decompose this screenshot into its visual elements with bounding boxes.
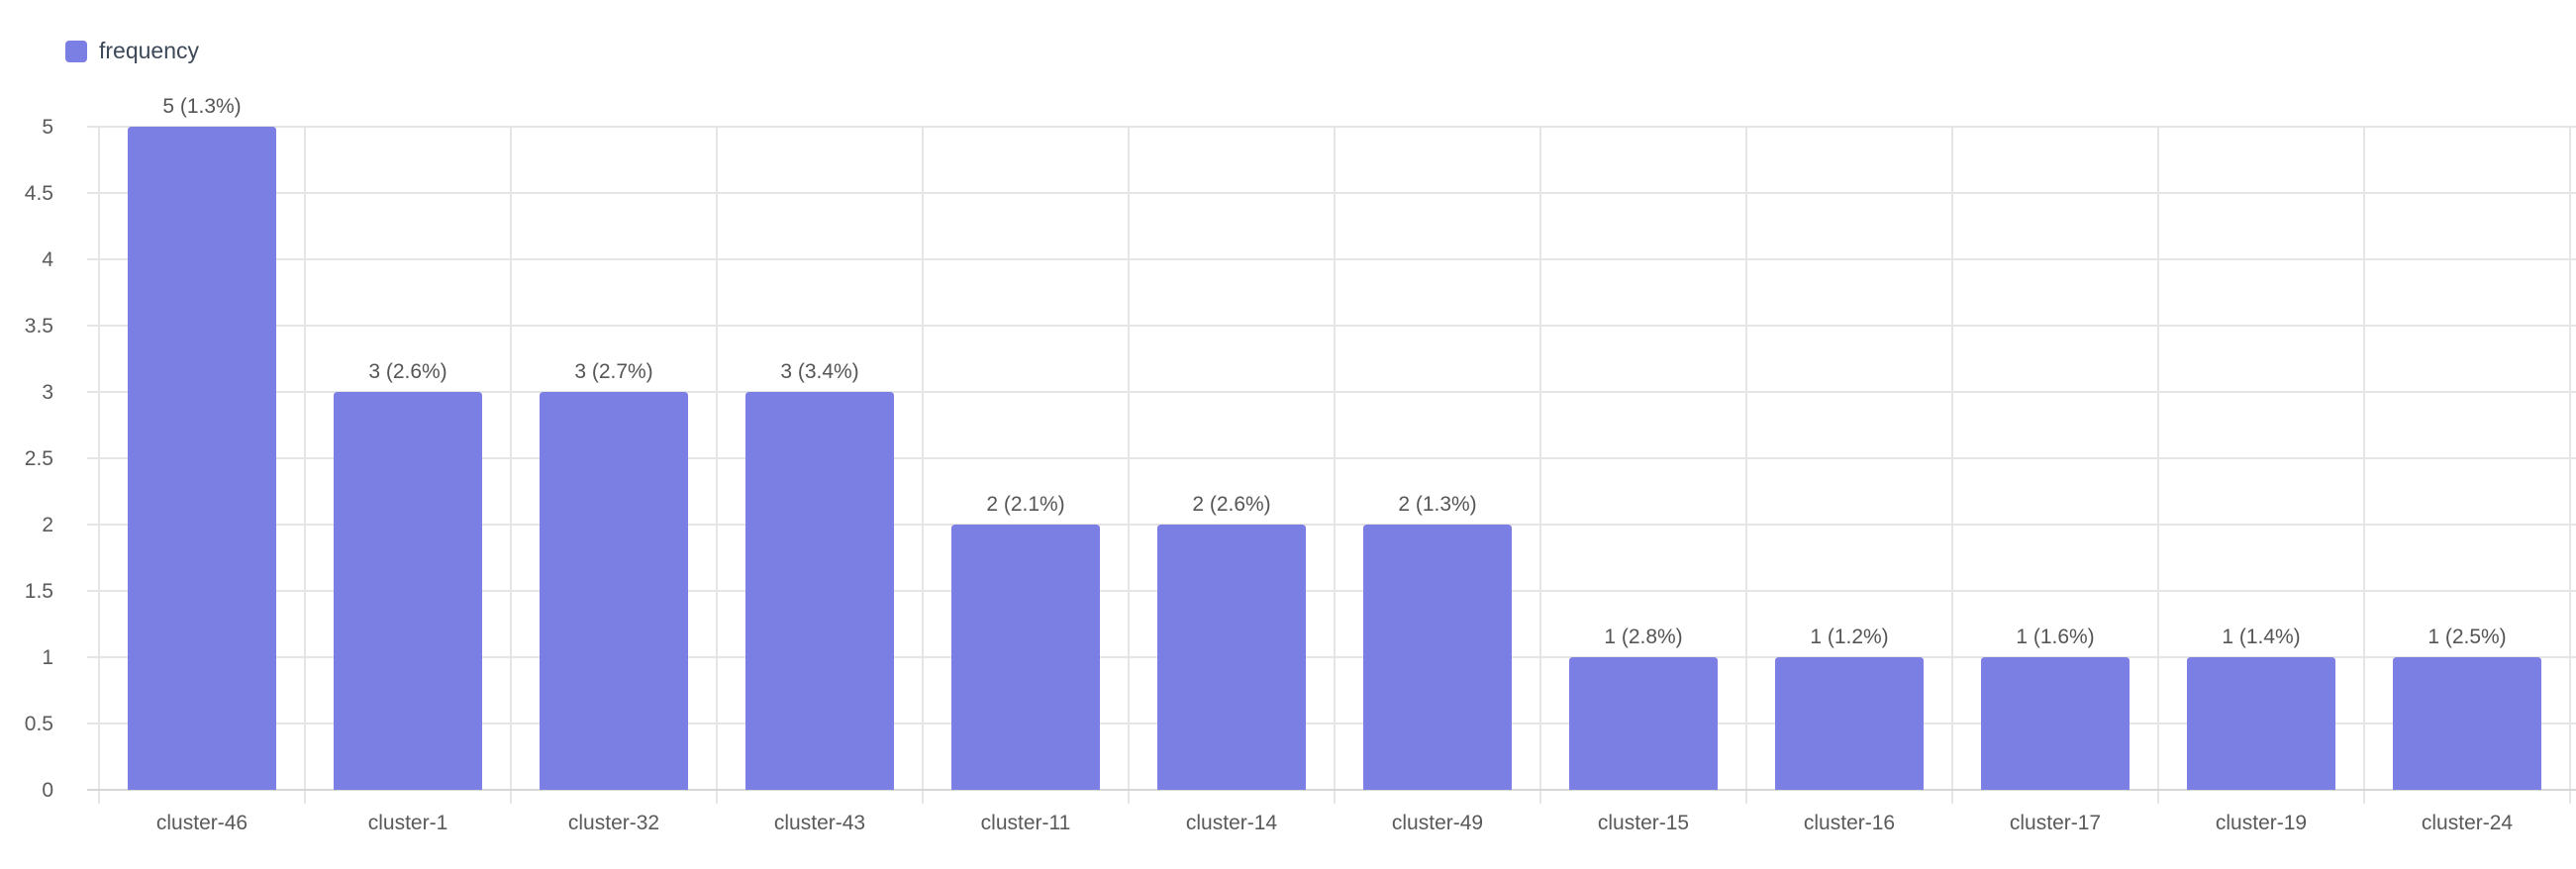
y-tick-label: 1 [42,646,53,669]
data-label: 1 (2.5%) [2427,626,2506,648]
bar [1981,657,2130,790]
data-label: 3 (3.4%) [780,360,858,383]
x-tick-label: cluster-17 [2010,812,2101,834]
data-label: 3 (2.7%) [574,360,652,383]
y-tick-label: 1.5 [25,580,53,603]
y-tick-label: 0 [42,779,53,802]
y-tick-label: 4 [42,248,53,271]
y-tick-label: 3.5 [25,315,53,338]
data-label: 2 (2.1%) [986,493,1064,516]
data-label: 1 (1.6%) [2016,626,2094,648]
bar [2393,657,2541,790]
data-label: 2 (1.3%) [1398,493,1476,516]
data-label: 1 (1.4%) [2222,626,2300,648]
y-tick-label: 2 [42,514,53,536]
data-label: 3 (2.6%) [368,360,446,383]
y-tick-label: 3 [42,381,53,404]
data-label: 5 (1.3%) [162,95,241,118]
y-tick-label: 0.5 [25,713,53,735]
x-tick-label: cluster-1 [368,812,448,834]
data-label: 1 (1.2%) [1810,626,1888,648]
y-tick-label: 5 [42,116,53,139]
bar [951,525,1100,790]
x-tick-label: cluster-43 [774,812,865,834]
y-tick-label: 4.5 [25,182,53,205]
legend[interactable]: frequency [65,38,199,64]
bar [334,392,482,790]
legend-label: frequency [99,38,200,63]
x-tick-label: cluster-19 [2216,812,2307,834]
bar [1363,525,1512,790]
x-tick-label: cluster-49 [1392,812,1483,834]
bar [745,392,894,790]
bar [1157,525,1306,790]
x-tick-label: cluster-16 [1804,812,1895,834]
legend-swatch [65,40,87,62]
y-tick-label: 2.5 [25,447,53,470]
bar [128,127,276,790]
bar [1569,657,1718,790]
bar [540,392,688,790]
x-tick-label: cluster-32 [568,812,659,834]
data-label: 1 (2.8%) [1604,626,1682,648]
x-tick-label: cluster-24 [2422,812,2514,834]
x-tick-label: cluster-46 [156,812,248,834]
bar [1775,657,1924,790]
x-tick-label: cluster-14 [1186,812,1278,834]
x-tick-label: cluster-15 [1598,812,1689,834]
data-label: 2 (2.6%) [1192,493,1270,516]
x-tick-label: cluster-11 [981,812,1071,834]
bar [2187,657,2335,790]
